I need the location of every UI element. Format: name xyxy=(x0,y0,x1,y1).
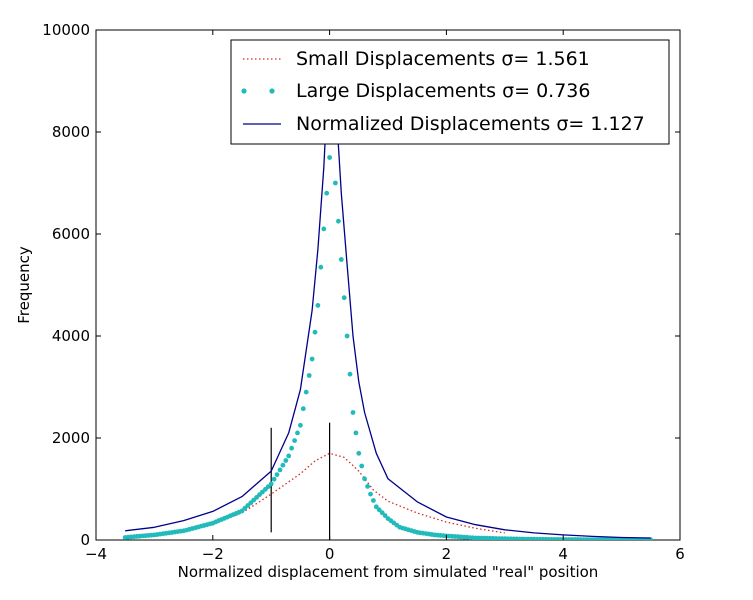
y-tick-label: 2000 xyxy=(52,429,90,447)
series-point-large-displacements xyxy=(344,333,350,339)
series-point-large-displacements xyxy=(312,329,318,335)
series-point-large-displacements xyxy=(283,458,289,463)
series-point-large-displacements xyxy=(324,190,330,196)
series-point-large-displacements xyxy=(368,491,373,497)
series-point-large-displacements xyxy=(376,507,382,513)
series-point-large-displacements xyxy=(268,481,274,487)
series-point-large-displacements xyxy=(327,155,332,160)
series-point-large-displacements xyxy=(373,504,379,510)
legend: Small Displacements σ= 1.561 Large Displ… xyxy=(230,39,670,145)
series-layer xyxy=(122,49,654,540)
y-tick-label: 10000 xyxy=(42,21,90,39)
series-point-large-displacements xyxy=(292,438,297,443)
legend-swatch-large-dot-2 xyxy=(269,88,275,94)
x-tick-label: 4 xyxy=(558,545,568,563)
series-point-large-displacements xyxy=(365,484,370,489)
series-line-small-displacements xyxy=(125,452,505,538)
series-point-large-displacements xyxy=(303,389,309,395)
series-point-large-displacements xyxy=(309,356,315,362)
series-point-large-displacements xyxy=(379,510,385,516)
series-point-large-displacements xyxy=(300,406,306,412)
series-point-large-displacements xyxy=(353,430,359,436)
series-point-large-displacements xyxy=(277,467,283,473)
y-axis-label: Frequency xyxy=(15,246,33,324)
series-point-large-displacements xyxy=(286,453,292,459)
x-axis-label: Normalized displacement from simulated "… xyxy=(178,563,599,581)
y-tick-label: 0 xyxy=(80,531,90,549)
series-point-large-displacements xyxy=(347,371,353,377)
series-point-large-displacements xyxy=(333,180,338,186)
series-point-large-displacements xyxy=(356,450,362,456)
series-point-large-displacements xyxy=(271,476,277,482)
series-point-large-displacements xyxy=(336,218,341,224)
legend-box xyxy=(230,39,670,145)
series-point-large-displacements xyxy=(341,295,347,301)
axis-layer: −4 −2 0 2 4 6 0 2000 4000 6000 8000 10000 xyxy=(42,21,684,563)
legend-label-large: Large Displacements σ= 0.736 xyxy=(296,80,590,102)
series-point-large-displacements xyxy=(338,257,344,262)
legend-label-normalized: Normalized Displacements σ= 1.127 xyxy=(296,113,645,135)
legend-label-small: Small Displacements σ= 1.561 xyxy=(296,48,590,70)
series-point-large-displacements xyxy=(359,463,365,469)
series-point-large-displacements xyxy=(274,472,280,477)
x-tick-label: 6 xyxy=(675,545,685,563)
series-point-large-displacements xyxy=(321,226,327,232)
series-point-large-displacements xyxy=(371,498,376,503)
legend-swatch-large-dot-1 xyxy=(241,88,247,94)
series-point-large-displacements xyxy=(362,476,367,482)
x-tick-label: −4 xyxy=(85,545,107,563)
series-point-large-displacements xyxy=(315,303,321,308)
y-tick-label: 4000 xyxy=(52,327,90,345)
x-tick-label: −2 xyxy=(202,545,224,563)
series-point-large-displacements xyxy=(306,373,312,378)
y-tick-label: 8000 xyxy=(52,123,90,141)
series-point-large-displacements xyxy=(382,513,388,518)
y-tick-label: 6000 xyxy=(52,225,90,243)
series-point-large-displacements xyxy=(289,445,294,451)
series-point-large-displacements xyxy=(350,410,356,415)
series-point-large-displacements xyxy=(298,422,303,428)
series-line-normalized-displacements xyxy=(125,49,651,539)
x-tick-label: 2 xyxy=(442,545,452,563)
series-point-large-displacements xyxy=(318,264,324,270)
x-tick-label: 0 xyxy=(325,545,335,563)
series-point-large-displacements xyxy=(280,462,286,468)
series-point-large-displacements xyxy=(295,430,300,436)
